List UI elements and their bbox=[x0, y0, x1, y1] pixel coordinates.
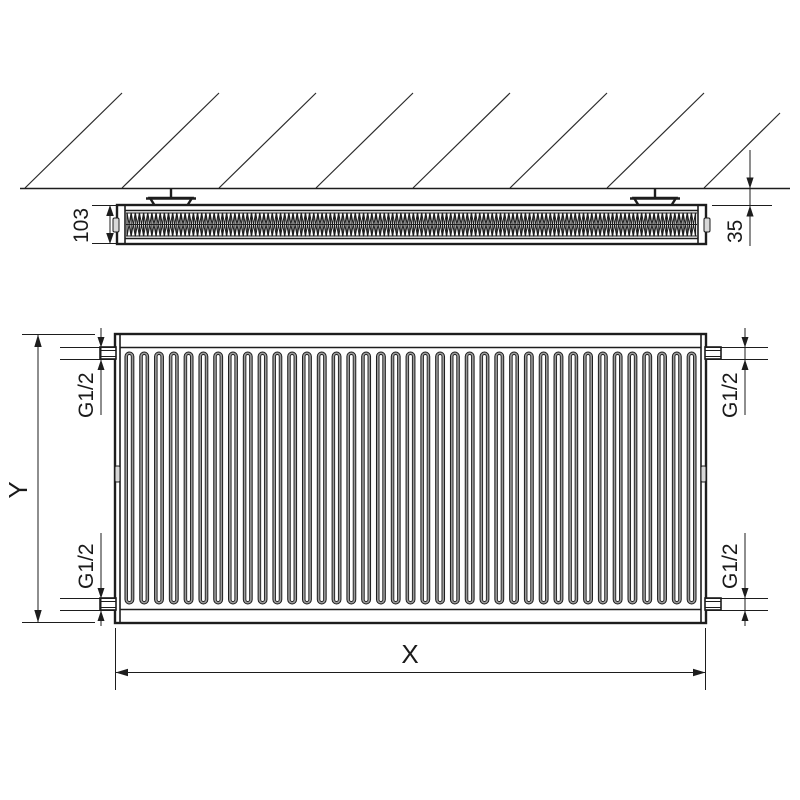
dimension-g12-bottom-left-label: G1/2 bbox=[75, 543, 98, 589]
front-channel-core bbox=[260, 354, 265, 602]
front-channel-core bbox=[482, 354, 487, 602]
front-channel-core bbox=[630, 354, 635, 602]
front-channel-core bbox=[230, 354, 236, 602]
front-channel-core bbox=[215, 354, 221, 602]
section-end-cap-left bbox=[112, 205, 126, 244]
front-channel-core bbox=[452, 354, 458, 602]
front-channel-core bbox=[363, 354, 369, 602]
dimension-y: Y bbox=[3, 334, 95, 623]
dimension-g12-top-left-label: G1/2 bbox=[75, 372, 98, 418]
front-channel-core bbox=[600, 354, 606, 602]
front-channel-core bbox=[556, 354, 561, 602]
front-channel-core bbox=[186, 354, 191, 602]
front-channel-core bbox=[408, 354, 413, 602]
dimension-g12-bottom-right: G1/2 bbox=[705, 533, 768, 626]
convector-fin-pattern bbox=[126, 212, 697, 237]
connection-stub-bottom-left bbox=[99, 597, 117, 611]
front-channel-core bbox=[615, 354, 620, 602]
dimension-y-label: Y bbox=[3, 481, 33, 498]
front-channel-core bbox=[378, 354, 384, 602]
wall-bracket-left bbox=[146, 188, 196, 208]
front-channel-core bbox=[511, 354, 517, 602]
front-channel-core bbox=[496, 354, 502, 602]
dimension-x-label: X bbox=[401, 639, 418, 669]
dimension-35-label: 35 bbox=[724, 220, 747, 243]
dimension-g12-bottom-right-label: G1/2 bbox=[719, 543, 742, 589]
front-channel-core bbox=[393, 354, 399, 602]
front-channel-core bbox=[245, 354, 251, 602]
front-channel-core bbox=[304, 354, 310, 602]
dimension-35: 35 bbox=[712, 150, 772, 246]
front-channel-core bbox=[141, 354, 147, 602]
front-channel-core bbox=[570, 354, 576, 602]
front-channel-core bbox=[437, 354, 443, 602]
front-channel-core bbox=[689, 354, 694, 602]
front-side-clip-left bbox=[114, 465, 121, 483]
front-channel-core bbox=[422, 354, 428, 602]
dimension-x: X bbox=[115, 628, 706, 690]
dimension-103: 103 bbox=[70, 205, 124, 244]
front-channel-core bbox=[275, 354, 280, 602]
wall-hatch-group bbox=[24, 92, 781, 189]
front-channel-core bbox=[319, 354, 325, 602]
front-elevation-view: G1/2 G1/2 G1/2 bbox=[3, 328, 768, 690]
connection-stub-top-left bbox=[99, 346, 117, 360]
dimension-g12-top-right: G1/2 bbox=[705, 328, 768, 418]
connection-stub-bottom-right bbox=[704, 597, 722, 611]
front-channel-core bbox=[127, 354, 132, 602]
front-channel-core bbox=[171, 354, 177, 602]
front-channel-core bbox=[156, 354, 162, 602]
front-channel-core bbox=[585, 354, 591, 602]
front-channel-core bbox=[644, 354, 650, 602]
dimension-g12-top-left: G1/2 bbox=[60, 328, 116, 418]
dimension-g12-top-right-label: G1/2 bbox=[719, 372, 742, 418]
front-channel-core bbox=[289, 354, 295, 602]
front-channel-core bbox=[349, 354, 354, 602]
front-channel-group bbox=[124, 351, 697, 605]
front-side-clip-right bbox=[700, 465, 707, 483]
dimension-103-label: 103 bbox=[70, 208, 93, 243]
side-section-view: 103 35 bbox=[20, 92, 790, 246]
connection-stub-top-right bbox=[704, 346, 722, 360]
wall-bracket-right bbox=[630, 188, 680, 208]
front-channel-core bbox=[526, 354, 532, 602]
front-channel-core bbox=[334, 354, 339, 602]
front-channel-core bbox=[467, 354, 473, 602]
front-channel-core bbox=[674, 354, 680, 602]
front-channel-core bbox=[201, 354, 206, 602]
front-channel-core bbox=[659, 354, 665, 602]
front-channel-core bbox=[541, 354, 546, 602]
dimension-g12-bottom-left: G1/2 bbox=[60, 533, 116, 626]
section-end-cap-right bbox=[697, 205, 711, 244]
